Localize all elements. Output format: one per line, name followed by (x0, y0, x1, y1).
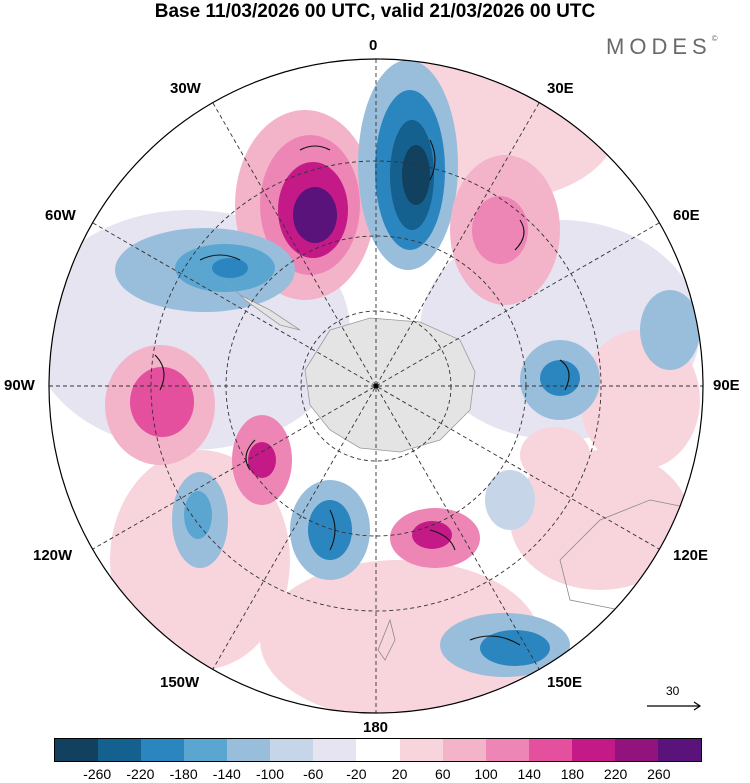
modes-logo: MODES© (606, 34, 718, 60)
colorbar-tick-label: -100 (255, 766, 285, 782)
colorbar-cell-0 (55, 739, 99, 761)
lon-label-30w: 30W (170, 80, 201, 97)
colorbar-cell-10 (485, 739, 529, 761)
lon-label-60e: 60E (673, 207, 700, 224)
colorbar-tick-label: 20 (391, 766, 408, 782)
colorbar-cell-4 (227, 739, 271, 761)
colorbar-tick-label: 180 (560, 766, 585, 782)
colorbar-cell-6 (313, 739, 357, 761)
brand-mark: © (711, 34, 718, 43)
colorbar-tick-label: -140 (212, 766, 241, 782)
lon-label-120w: 120W (33, 547, 73, 564)
colorbar-cell-9 (442, 739, 486, 761)
colorbar-cell-3 (184, 739, 228, 761)
graticule (49, 59, 703, 713)
colorbar-cell-7 (356, 739, 400, 761)
colorbar-tick-label: 100 (474, 766, 498, 782)
lon-label-150e: 150E (547, 674, 583, 691)
colorbar-cell-11 (528, 739, 572, 761)
colorbar-cell-5 (270, 739, 314, 761)
colorbar-cell-13 (614, 739, 658, 761)
colorbar-tick-label: -220 (126, 766, 155, 782)
colorbar-tick-label: -20 (346, 766, 367, 782)
lon-label-90w: 90W (4, 377, 35, 394)
lon-label-150w: 150W (160, 674, 200, 691)
colorbar-tick-label: -180 (169, 766, 198, 782)
chart-title: Base 11/03/2026 00 UTC, valid 21/03/2026… (154, 1, 596, 22)
colorbar-tick-label: -260 (83, 766, 112, 782)
lon-label-90e: 90E (713, 377, 740, 394)
lon-label-60w: 60W (45, 207, 76, 224)
colorbar-tick-label: 140 (517, 766, 541, 782)
colorbar-cell-1 (98, 739, 142, 761)
lon-label-180: 180 (363, 719, 389, 736)
brand-name: MODES (606, 34, 712, 59)
colorbar-tick-label: -60 (303, 766, 324, 782)
colorbar-tick-label: 260 (647, 766, 671, 782)
lon-label-30e: 30E (547, 80, 574, 97)
lon-label-0: 0 (369, 37, 378, 54)
colorbar-tick-label: 60 (435, 766, 451, 782)
colorbar-cell-12 (571, 739, 615, 761)
colorbar-cell-14 (657, 739, 701, 761)
colorbar (54, 738, 702, 762)
colorbar-cells (54, 738, 702, 762)
map-boundary (48, 58, 704, 714)
colorbar-tick-label: 220 (603, 766, 628, 782)
reference-vector-arrow (647, 701, 702, 711)
colorbar-cell-2 (141, 739, 185, 761)
lon-label-120e: 120E (673, 547, 709, 564)
reference-vector-label: 30 (666, 684, 680, 698)
wind-vectors (154, 139, 570, 646)
colorbar-cell-8 (399, 739, 443, 761)
